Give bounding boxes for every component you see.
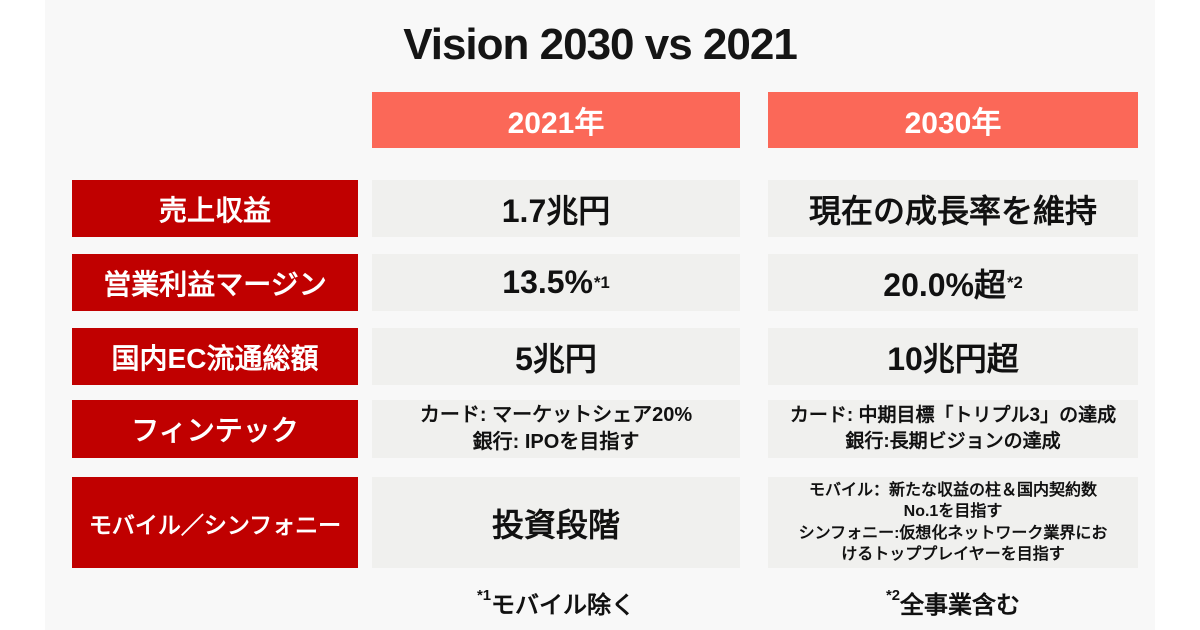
cell-mobile-symphony-2030-value: モバイル：新たな収益の柱＆国内契約数 No.1を目指す シンフォニー:仮想化ネッ…	[798, 482, 1108, 563]
cell-revenue-2030-value: 現在の成長率を維持	[808, 192, 1097, 229]
cell-operating-margin-2030-value: 20.0%超	[883, 266, 1007, 303]
cell-domestic-ec-gms-2030-value: 10兆円超	[887, 340, 1019, 377]
row-label-operating-margin-text: 営業利益マージン	[103, 268, 327, 300]
row-label-domestic-ec-gms: 国内EC流通総額	[72, 328, 358, 385]
row-label-operating-margin: 営業利益マージン	[72, 254, 358, 311]
cell-revenue-2021-value: 1.7兆円	[501, 192, 611, 229]
row-label-fintech: フィンテック	[72, 400, 358, 458]
cell-fintech-2021: カード: マーケットシェア20% 銀行: IPOを目指す	[372, 400, 740, 458]
row-label-mobile-symphony: モバイル／シンフォニー	[72, 477, 358, 568]
cell-mobile-symphony-2021-value: 投資段階	[491, 506, 620, 543]
cell-fintech-2021-value: カード: マーケットシェア20% 銀行: IPOを目指す	[419, 404, 693, 453]
cell-operating-margin-2030: 20.0%超 *2	[768, 254, 1138, 311]
cell-operating-margin-2021-value: 13.5%	[502, 264, 593, 300]
row-label-revenue: 売上収益	[72, 180, 358, 237]
row-label-domestic-ec-gms-text: 国内EC流通総額	[111, 342, 319, 374]
cell-domestic-ec-gms-2030: 10兆円超	[768, 328, 1138, 385]
cell-domestic-ec-gms-2021-value: 5兆円	[515, 340, 597, 377]
cell-fintech-2030-value: カード: 中期目標「トリプル3」の達成 銀行:長期ビジョンの達成	[789, 405, 1117, 452]
cell-mobile-symphony-2030: モバイル：新たな収益の柱＆国内契約数 No.1を目指す シンフォニー:仮想化ネッ…	[768, 477, 1138, 568]
footnote-2-text: 全事業含む	[900, 591, 1021, 619]
cell-fintech-2030: カード: 中期目標「トリプル3」の達成 銀行:長期ビジョンの達成	[768, 400, 1138, 458]
page-title: Vision 2030 vs 2021	[403, 20, 798, 69]
row-label-revenue-text: 売上収益	[158, 194, 271, 226]
footnote-2: *2 全事業含む	[768, 585, 1138, 619]
cell-revenue-2030: 現在の成長率を維持	[768, 180, 1138, 237]
cell-mobile-symphony-2021: 投資段階	[372, 477, 740, 568]
column-header-2021: 2021年	[372, 92, 740, 148]
row-label-mobile-symphony-text: モバイル／シンフォニー	[88, 511, 342, 538]
cell-operating-margin-2021: 13.5% *1	[372, 254, 740, 311]
cell-domestic-ec-gms-2021: 5兆円	[372, 328, 740, 385]
column-header-2030-label: 2030年	[904, 107, 1002, 140]
footnote-1-text: モバイル除く	[491, 591, 636, 619]
cell-revenue-2021: 1.7兆円	[372, 180, 740, 237]
row-label-fintech-text: フィンテック	[131, 415, 299, 446]
column-header-2030: 2030年	[768, 92, 1138, 148]
column-header-2021-label: 2021年	[507, 107, 605, 140]
footnote-1: *1 モバイル除く	[372, 585, 740, 619]
